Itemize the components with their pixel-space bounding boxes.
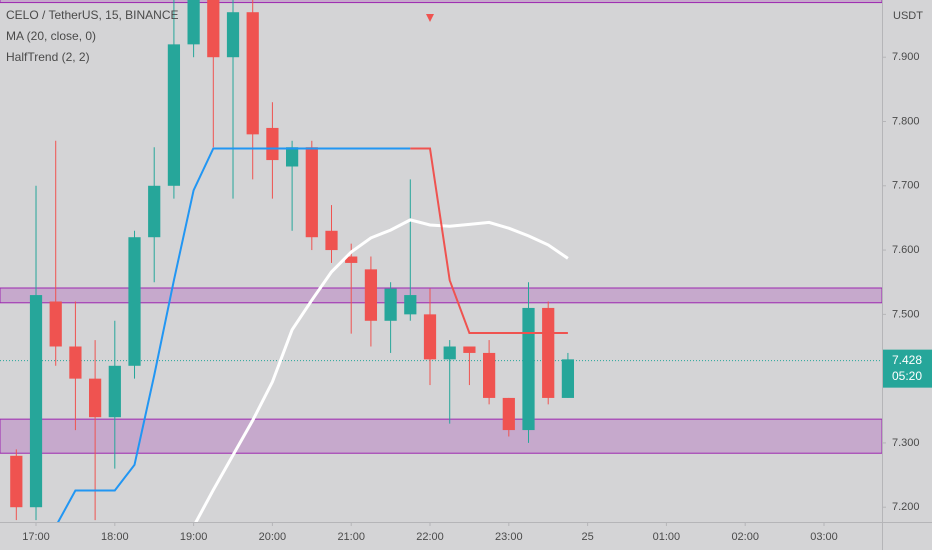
x-tick-label: 19:00 xyxy=(180,531,208,543)
candle-body xyxy=(29,295,43,508)
x-tick-label: 21:00 xyxy=(337,531,365,543)
x-tick-label: 17:00 xyxy=(22,531,50,543)
x-tick-label: 23:00 xyxy=(495,531,523,543)
candle-body xyxy=(384,288,397,321)
candle-body xyxy=(522,307,535,431)
x-tick-label: 02:00 xyxy=(731,531,759,543)
countdown-label: 05:20 xyxy=(892,369,922,383)
candle-body xyxy=(305,147,318,238)
price-zone xyxy=(0,287,882,304)
price-zone xyxy=(0,0,882,4)
signal-marker xyxy=(426,14,434,22)
candle-body xyxy=(128,237,141,366)
candle-body xyxy=(226,12,240,58)
x-tick-label: 03:00 xyxy=(810,531,838,543)
candle-body xyxy=(10,455,23,508)
candle-body xyxy=(246,12,259,135)
candle-body xyxy=(108,365,121,418)
x-tick-label: 25 xyxy=(581,531,593,543)
candle-body xyxy=(89,378,102,418)
candle-body xyxy=(423,314,437,360)
y-tick-label: 7.700 xyxy=(892,180,920,192)
y-tick-label: 7.300 xyxy=(892,437,920,449)
candle-body xyxy=(207,0,220,58)
y-tick-label: 7.800 xyxy=(892,115,920,127)
indicator-line xyxy=(410,147,568,334)
candle-body xyxy=(148,185,161,238)
candle-body xyxy=(345,256,358,263)
plot-area xyxy=(0,0,882,522)
y-tick-label: 7.200 xyxy=(892,501,920,513)
candle-body xyxy=(325,230,338,251)
candle-body xyxy=(364,269,378,321)
candle-body xyxy=(463,346,476,353)
last-price-label: 7.428 xyxy=(892,353,922,367)
indicator-line xyxy=(57,147,411,522)
candle-body xyxy=(266,127,279,161)
candle-body xyxy=(404,295,417,315)
y-tick-label: 7.900 xyxy=(892,51,920,63)
candle-body xyxy=(542,307,555,398)
indicator-label: MA (20, close, 0) xyxy=(6,29,96,43)
indicator-label: HalfTrend (2, 2) xyxy=(6,50,90,64)
price-tag xyxy=(883,349,932,388)
x-tick-label: 18:00 xyxy=(101,531,129,543)
x-tick-label: 01:00 xyxy=(653,531,681,543)
candle-body xyxy=(69,346,82,379)
candle-body xyxy=(502,397,515,431)
candle-body xyxy=(286,147,299,167)
y-tick-label: 7.500 xyxy=(892,308,920,320)
candle-body xyxy=(443,346,456,360)
candle-body xyxy=(561,359,575,398)
candle-body xyxy=(167,44,181,186)
price-zone xyxy=(0,418,882,454)
candle-body xyxy=(483,352,496,398)
y-axis-label: USDT xyxy=(893,10,923,22)
y-tick-label: 7.600 xyxy=(892,244,920,256)
chart-title: CELO / TetherUS, 15, BINANCE xyxy=(6,8,179,22)
candle-body xyxy=(49,301,62,347)
x-tick-label: 22:00 xyxy=(416,531,444,543)
indicator-line xyxy=(194,218,569,522)
x-tick-label: 20:00 xyxy=(259,531,287,543)
candle-body xyxy=(187,0,200,45)
